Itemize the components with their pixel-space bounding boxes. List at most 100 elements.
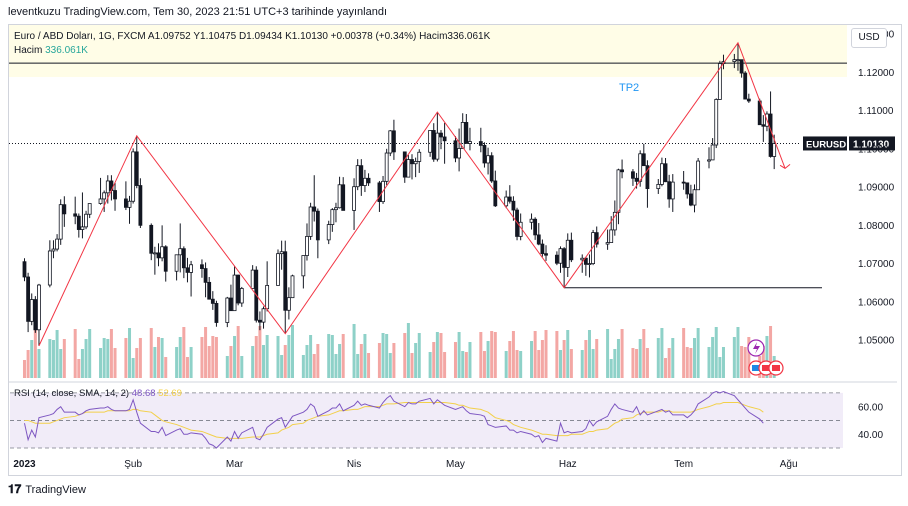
volume-bar xyxy=(26,350,30,378)
candle-body xyxy=(660,163,664,185)
volume-bar xyxy=(769,326,773,378)
candle-body xyxy=(460,122,465,149)
candle-body xyxy=(279,251,284,255)
candle-body xyxy=(265,285,270,310)
volume-bar xyxy=(732,337,736,378)
volume-bar xyxy=(490,331,494,378)
volume-bar xyxy=(185,357,189,378)
candle-body xyxy=(562,248,567,268)
candle-body xyxy=(493,180,498,207)
volume-bar xyxy=(530,341,534,378)
volume-bar xyxy=(51,340,55,378)
volume-bar xyxy=(743,347,747,378)
volume-bar xyxy=(685,347,689,378)
candle-body xyxy=(58,204,63,240)
volume-bar xyxy=(48,339,52,378)
candle-body xyxy=(239,288,244,304)
candle-body xyxy=(312,206,317,212)
volume-bar xyxy=(290,325,294,378)
last-price-tag-bg xyxy=(849,136,895,151)
candle-body xyxy=(156,252,161,259)
candle-body xyxy=(286,297,291,311)
volume-bar xyxy=(175,347,179,378)
volume-bar xyxy=(22,360,26,378)
volume-bar xyxy=(149,328,153,378)
candle-body xyxy=(229,297,233,312)
volume-bar xyxy=(73,329,77,378)
volume-bar xyxy=(352,324,356,378)
candle-body xyxy=(337,184,342,209)
candle-body xyxy=(149,224,154,254)
volume-bar xyxy=(258,326,262,378)
volume-bar xyxy=(309,335,313,378)
volume-bar xyxy=(106,339,110,378)
zigzag-line[interactable] xyxy=(38,41,786,347)
candle-body xyxy=(587,263,592,266)
lightning-glyph xyxy=(753,342,760,354)
chart-frame xyxy=(8,24,902,476)
volume-bar xyxy=(388,353,392,378)
rsi-pane: RSI (14, close, SMA, 14, 2) 48.68 52.69 … xyxy=(9,381,897,449)
candle-body xyxy=(200,264,204,269)
volume-bar xyxy=(540,340,544,378)
candle-body xyxy=(428,130,433,153)
volume-bar xyxy=(740,346,744,378)
volume-value: 336.061K xyxy=(45,45,88,56)
volume-bar xyxy=(330,335,334,378)
volume-bar xyxy=(613,349,617,378)
candle-body xyxy=(468,141,472,144)
volume-bar xyxy=(102,338,106,378)
rsi-line xyxy=(23,390,764,449)
candle-body xyxy=(352,186,356,211)
candle-body xyxy=(457,148,461,159)
candle-body xyxy=(127,200,132,208)
volume-bar xyxy=(689,348,693,378)
candle-body xyxy=(207,281,212,300)
volume-bar xyxy=(164,357,168,378)
volume-bar xyxy=(461,351,465,378)
candle-body xyxy=(739,59,744,74)
volume-bar xyxy=(131,358,135,378)
candle-body xyxy=(565,239,570,268)
candle-body xyxy=(714,99,719,146)
candle-body xyxy=(667,181,672,200)
volume-bar xyxy=(443,352,447,378)
volume-bar xyxy=(283,345,287,378)
candle-body xyxy=(533,218,538,236)
volume-bar xyxy=(301,355,305,378)
price-tick-label: 1.11000 xyxy=(858,106,894,117)
volume-bar xyxy=(609,359,613,378)
candle-body xyxy=(87,203,92,215)
volume-bar xyxy=(251,346,255,378)
candle-body xyxy=(645,165,650,190)
volume-bar xyxy=(559,350,563,378)
volume-bar xyxy=(211,336,215,378)
candle-body xyxy=(363,177,367,186)
volume-bar xyxy=(696,328,700,378)
volume-bar xyxy=(214,337,218,378)
volume-bar xyxy=(385,334,389,378)
volume-bar xyxy=(153,347,157,378)
volume-bar xyxy=(99,348,103,378)
volume-bar xyxy=(37,349,41,378)
candle-body xyxy=(710,144,715,161)
volume-bar xyxy=(207,346,211,378)
candle-body xyxy=(692,189,697,206)
volume-bar xyxy=(124,338,128,378)
candle-body xyxy=(189,264,193,273)
volume-bar xyxy=(156,337,160,378)
volume-bar xyxy=(312,354,316,378)
candle-body xyxy=(174,254,179,272)
volume-bar xyxy=(287,335,291,378)
currency-button[interactable]: USD xyxy=(851,28,887,48)
volume-bar xyxy=(656,338,660,378)
symbol-tag: EURUSD xyxy=(806,139,846,150)
candle-body xyxy=(326,224,331,241)
rsi-label: RSI (14, close, SMA, 14, 2) 48.68 52.69 xyxy=(14,388,182,399)
candle-body xyxy=(359,165,364,186)
candle-body xyxy=(73,213,78,217)
candle-body xyxy=(261,308,266,323)
candle-body xyxy=(413,161,418,165)
ohlc-line: Euro / ABD Doları, 1G, FXCM A1.09752 Y1.… xyxy=(14,31,491,42)
